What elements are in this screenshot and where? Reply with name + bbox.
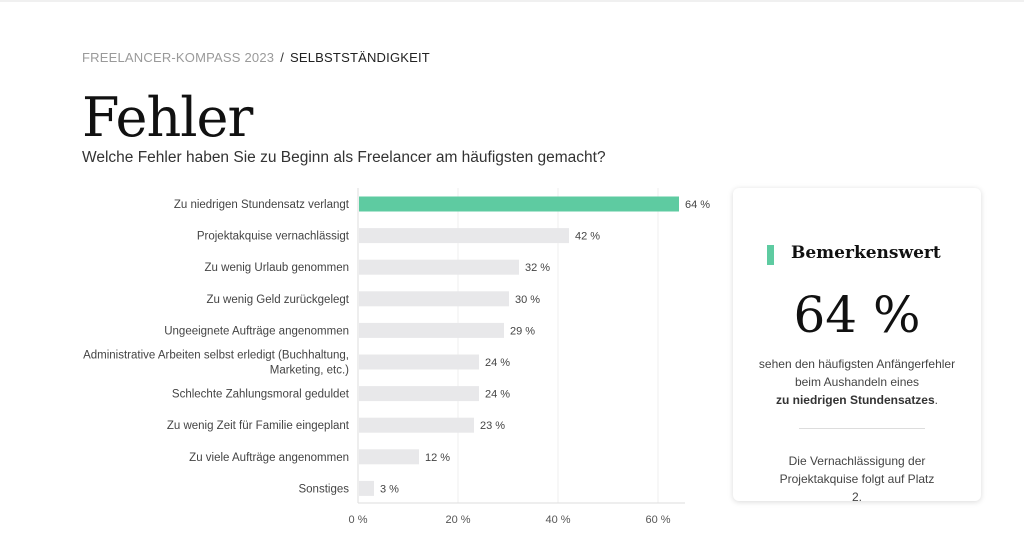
data-label: 12 % xyxy=(425,452,450,464)
breadcrumb-parent[interactable]: FREELANCER-KOMPASS 2023 xyxy=(82,50,275,65)
top-border xyxy=(0,0,1024,2)
category-label: Schlechte Zahlungsmoral geduldet xyxy=(172,389,350,401)
breadcrumb-separator: / xyxy=(280,50,285,65)
highlight-card: Bemerkenswert 64 % sehen den häufigsten … xyxy=(733,188,981,504)
bar xyxy=(359,386,479,402)
data-label: 24 % xyxy=(485,357,510,369)
bar xyxy=(359,196,679,212)
category-label: Sonstiges xyxy=(298,483,349,495)
data-label: 64 % xyxy=(685,199,710,211)
card-big-value: 64 % xyxy=(793,286,921,344)
card-text-after: . xyxy=(934,393,939,407)
card-divider xyxy=(799,428,925,429)
category-label: Zu wenig Geld zurückgelegt xyxy=(206,294,349,306)
bar xyxy=(359,228,569,244)
data-label: 29 % xyxy=(510,325,535,337)
breadcrumb-current: SELBSTSTÄNDIGKEIT xyxy=(290,50,430,65)
x-tick-label: 0 % xyxy=(349,514,368,526)
category-label: Ungeeignete Aufträge angenommen xyxy=(164,325,349,337)
category-label: Zu wenig Urlaub genommen xyxy=(205,262,349,274)
card-title: Bemerkenswert xyxy=(791,243,941,263)
x-tick-label: 20 % xyxy=(445,514,470,526)
x-tick-label: 40 % xyxy=(545,514,570,526)
x-tick-label: 60 % xyxy=(645,514,670,526)
data-label: 42 % xyxy=(575,231,600,243)
card-text-bold: zu niedrigen Stundensatzes xyxy=(775,393,935,407)
card-text-before: sehen den häufigsten Anfängerfehler beim… xyxy=(758,357,956,389)
category-label: Zu viele Aufträge angenommen xyxy=(189,452,349,464)
bar xyxy=(359,291,509,307)
data-label: 23 % xyxy=(480,420,505,432)
bar xyxy=(359,259,519,275)
breadcrumb: FREELANCER-KOMPASS 2023 / SELBSTSTÄNDIGKEI… xyxy=(82,50,430,65)
category-label: Projektakquise vernachlässigt xyxy=(197,231,350,243)
data-label: 24 % xyxy=(485,389,510,401)
category-label: Zu wenig Zeit für Familie eingeplant xyxy=(167,420,350,432)
category-label: Administrative Arbeiten selbst erledigt … xyxy=(83,350,349,377)
data-label: 3 % xyxy=(380,483,399,495)
bar xyxy=(359,322,504,338)
accent-bar xyxy=(767,245,774,265)
bar xyxy=(359,480,374,496)
page-subtitle: Welche Fehler haben Sie zu Beginn als Fr… xyxy=(82,149,606,166)
bar xyxy=(359,417,474,433)
bar xyxy=(359,354,479,370)
bar-chart: 0 % 20 % 40 % 60 % 64 % Zu niedrigen Stundens… xyxy=(83,188,710,526)
data-label: 32 % xyxy=(525,262,550,274)
card-text: sehen den häufigsten Anfängerfehler beim… xyxy=(733,355,981,409)
bar xyxy=(359,449,419,465)
data-label: 30 % xyxy=(515,294,540,306)
card-footnote: Die Vernachlässigung der Projektakquise … xyxy=(779,454,935,504)
page-title: Fehler xyxy=(82,86,253,149)
category-label: Zu niedrigen Stundensatz verlangt xyxy=(174,199,350,211)
